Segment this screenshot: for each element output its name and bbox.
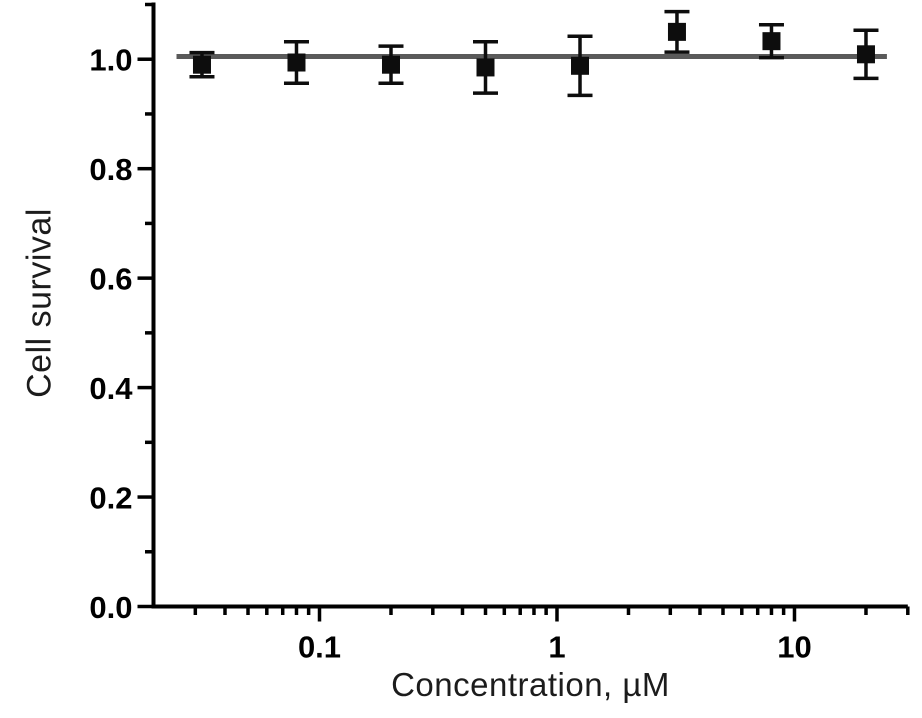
y-tick-label: 0.6 <box>89 262 132 297</box>
data-point-marker <box>762 32 781 51</box>
data-point-marker <box>571 56 590 75</box>
y-tick-label: 0.8 <box>89 152 132 187</box>
data-point-marker <box>287 53 306 72</box>
y-tick-label: 0.4 <box>89 371 133 406</box>
x-tick-label: 10 <box>777 630 811 665</box>
data-point-marker <box>476 58 495 77</box>
data-point-marker <box>192 55 211 74</box>
x-axis-title: Concentration, µM <box>391 666 670 703</box>
data-point-marker <box>856 45 875 64</box>
y-axis-title: Cell survival <box>20 208 59 398</box>
x-tick-label: 0.1 <box>298 630 341 665</box>
y-tick-label: 1.0 <box>89 43 132 78</box>
y-tick-label: 0.2 <box>89 481 132 516</box>
data-point-marker <box>381 55 400 74</box>
y-tick-label: 0.0 <box>89 590 132 625</box>
x-tick-label: 1 <box>548 630 565 665</box>
data-point-marker <box>667 22 686 41</box>
